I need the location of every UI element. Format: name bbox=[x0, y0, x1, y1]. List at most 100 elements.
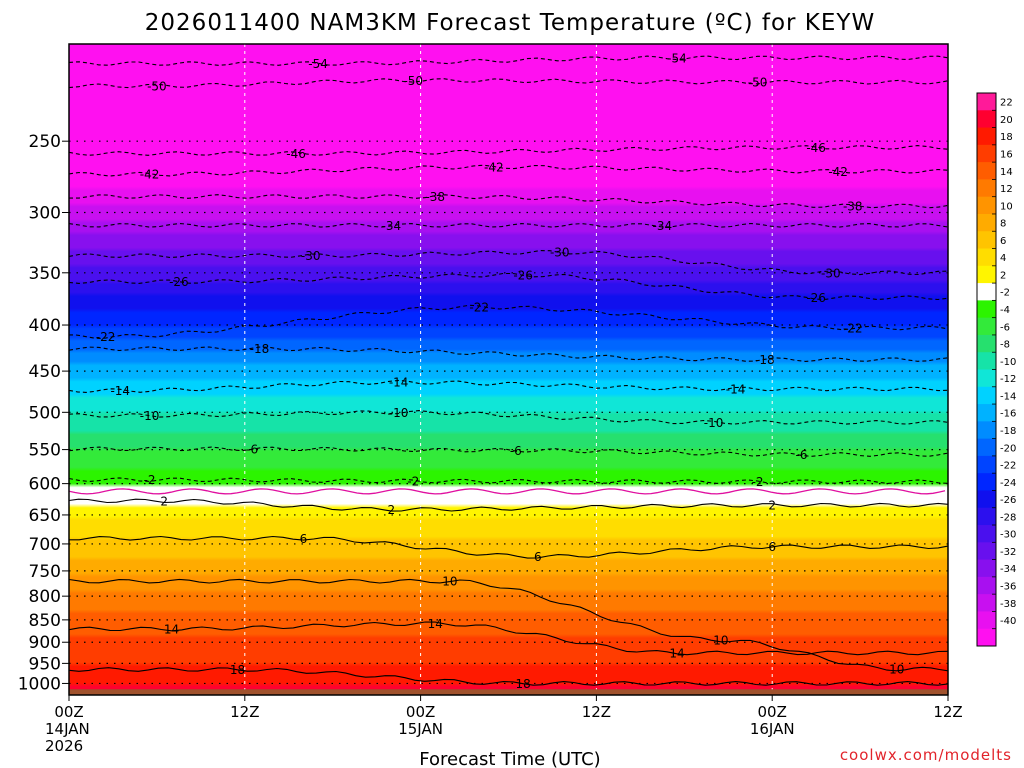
contour-label: -6 bbox=[510, 444, 522, 458]
colorbar-swatch bbox=[977, 317, 996, 336]
colorbar-swatch bbox=[977, 628, 996, 647]
colorbar-swatch bbox=[977, 127, 996, 146]
colorbar-label: 4 bbox=[1000, 253, 1006, 264]
ground-surface bbox=[69, 689, 948, 695]
contour-label: 2 bbox=[160, 494, 168, 508]
contour-label: -30 bbox=[821, 266, 841, 280]
colorbar-swatch bbox=[977, 283, 996, 301]
contour-label: -46 bbox=[286, 147, 306, 161]
y-tick-label: 800 bbox=[29, 587, 61, 607]
contour-label: -34 bbox=[381, 219, 401, 233]
colorbar-swatch bbox=[977, 196, 996, 215]
contour-label: -30 bbox=[550, 246, 570, 260]
colorbar-swatch bbox=[977, 213, 996, 232]
contour-label: -10 bbox=[704, 416, 724, 430]
contour-label: -14 bbox=[389, 376, 409, 390]
colorbar-swatch bbox=[977, 490, 996, 509]
colorbar-swatch bbox=[977, 473, 996, 491]
colorbar-label: -34 bbox=[1000, 564, 1016, 575]
colorbar-label: -28 bbox=[1000, 512, 1016, 523]
colorbar-label: -26 bbox=[1000, 495, 1016, 506]
contour-label: 2 bbox=[768, 499, 776, 513]
contour-line bbox=[69, 410, 948, 425]
y-tick-label: 1000 bbox=[18, 674, 61, 694]
colorbar-label: -4 bbox=[1000, 305, 1010, 316]
colorbar-label: -14 bbox=[1000, 391, 1016, 402]
plot-area: -54 -54-50 -50 -50-46 -46-42-42 -42-38-38-34-… bbox=[69, 44, 948, 695]
contour-label: -2 bbox=[407, 475, 419, 489]
colorbar-label: -20 bbox=[1000, 443, 1016, 454]
colorbar-swatch bbox=[977, 525, 996, 543]
contour-label: -26 bbox=[513, 269, 533, 283]
colorbar: 22 20 18 16 14 12 10 8 6 4 2 -2 -4 -6 -8 -10 -12 -14 -16 -1… bbox=[976, 92, 1016, 647]
contour-label: -6 bbox=[246, 442, 258, 456]
contour-label: -54 bbox=[667, 51, 687, 65]
contour-label: 6 bbox=[300, 532, 308, 546]
contour-label: -50 bbox=[748, 76, 768, 90]
contour-line bbox=[69, 535, 948, 559]
contour-label: -30 bbox=[301, 249, 321, 263]
contour-line bbox=[69, 667, 948, 686]
colorbar-label: 20 bbox=[1000, 115, 1013, 126]
contour-line bbox=[69, 222, 948, 228]
contour-line bbox=[69, 346, 948, 362]
contour-label: -54 bbox=[308, 57, 328, 71]
colorbar-swatch bbox=[977, 438, 996, 457]
contour-label: -38 bbox=[843, 199, 863, 213]
contour-label: 2 bbox=[387, 503, 395, 517]
colorbar-label: 12 bbox=[1000, 184, 1013, 195]
colorbar-swatch bbox=[977, 559, 996, 578]
contour-label: 6 bbox=[534, 550, 542, 564]
contour-label: -2 bbox=[144, 473, 156, 487]
y-tick-label: 550 bbox=[29, 441, 61, 461]
colorbar-label: 6 bbox=[1000, 236, 1006, 247]
contour-line bbox=[69, 446, 948, 457]
contour-line bbox=[69, 145, 948, 156]
y-tick-label: 350 bbox=[29, 264, 61, 284]
contour-label: -14 bbox=[726, 382, 746, 396]
contour-label: 10 bbox=[889, 663, 904, 677]
y-tick-label: 400 bbox=[29, 316, 61, 336]
contour-label: -26 bbox=[169, 275, 189, 289]
x-tick-label: 14JAN bbox=[45, 720, 90, 738]
colorbar-label: 8 bbox=[1000, 219, 1006, 230]
y-tick-label: 900 bbox=[29, 633, 61, 653]
colorbar-label: -16 bbox=[1000, 409, 1016, 420]
contour-lines: -54 -54-50 -50 -50-46 -46-42-42 -42-38-38-34-… bbox=[69, 51, 948, 691]
contour-line bbox=[69, 621, 948, 656]
x-tick-label: 00Z bbox=[54, 703, 83, 721]
colorbar-swatch bbox=[977, 594, 996, 612]
x-tick-label: 00Z bbox=[406, 703, 435, 721]
colorbar-label: -22 bbox=[1000, 461, 1016, 472]
y-tick-label: 700 bbox=[29, 535, 61, 555]
y-tick-label: 650 bbox=[29, 506, 61, 526]
contour-label: -22 bbox=[843, 321, 863, 335]
colorbar-swatch bbox=[977, 455, 996, 474]
colorbar-label: -10 bbox=[1000, 357, 1016, 368]
colorbar-swatch bbox=[977, 352, 996, 370]
y-axis-ticks: 2503003504004505005506006507007508008509… bbox=[18, 132, 69, 694]
colorbar-label: 18 bbox=[1000, 132, 1013, 143]
y-tick-label: 250 bbox=[29, 132, 61, 152]
contour-label: 14 bbox=[428, 617, 443, 631]
colorbar-swatch bbox=[977, 404, 996, 422]
colorbar-swatch bbox=[977, 576, 996, 595]
colorbar-swatch bbox=[977, 110, 996, 129]
colorbar-swatch bbox=[977, 421, 996, 440]
x-tick-label: 12Z bbox=[230, 703, 259, 721]
colorbar-label: 14 bbox=[1000, 167, 1013, 178]
colorbar-swatch bbox=[977, 334, 996, 353]
chart-title: 2026011400 NAM3KM Forecast Temperature (… bbox=[145, 10, 875, 36]
colorbar-label: -2 bbox=[1000, 288, 1010, 299]
colorbar-label: 2 bbox=[1000, 270, 1006, 281]
y-tick-label: 950 bbox=[29, 654, 61, 674]
colorbar-swatch bbox=[977, 231, 996, 250]
contour-label: -22 bbox=[469, 301, 489, 315]
colorbar-label: -36 bbox=[1000, 582, 1016, 593]
contour-label: -50 bbox=[403, 74, 423, 88]
colorbar-label: 22 bbox=[1000, 98, 1013, 109]
colorbar-label: -18 bbox=[1000, 426, 1016, 437]
contour-line bbox=[69, 272, 948, 301]
contour-label: 18 bbox=[516, 677, 531, 691]
